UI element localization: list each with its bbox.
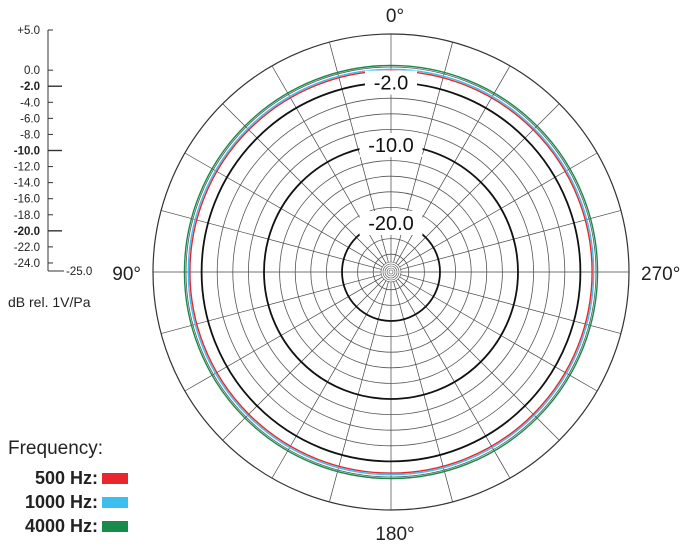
grid-spoke [222, 103, 385, 266]
series-curve-1 [187, 68, 595, 476]
grid-spoke [399, 152, 598, 268]
legend-label: 500 Hz: [34, 467, 98, 488]
grid-spoke [395, 280, 511, 479]
grid-ring [310, 191, 472, 353]
legend-label: 1000 Hz: [24, 491, 98, 512]
grid-center-ring [382, 263, 400, 281]
grid-spoke [184, 276, 383, 392]
angle-label-top: 0° [386, 6, 404, 27]
grid-ring [372, 253, 410, 291]
scale-tick-label: -20.0 [14, 226, 40, 238]
scale-tick-label: -24.0 [14, 258, 40, 270]
grid-spoke [393, 281, 453, 502]
unit-label: dB rel. 1V/Pa [8, 294, 91, 310]
grid-spoke [222, 278, 385, 441]
legend-item-4000hz: 4000 Hz: [8, 514, 128, 538]
grid-ring [247, 128, 535, 416]
grid-spoke [397, 278, 560, 441]
ring-labels: -2.0 -10.0 -20.0 [359, 70, 423, 235]
grid-ring [279, 160, 503, 384]
legend-item-500hz: 500 Hz: [8, 466, 128, 490]
scale-tick-label: -25.0 [66, 266, 92, 278]
grid-spoke [161, 274, 382, 334]
legend-item-1000hz: 1000 Hz: [8, 490, 128, 514]
grid-spoke [271, 280, 387, 479]
grid-ring [232, 113, 550, 431]
ring-label: -10.0 [368, 135, 414, 157]
legend-title: Frequency: [8, 438, 104, 459]
grid-spoke [329, 281, 389, 502]
grid-center-ring [380, 261, 402, 283]
grid-spoke [161, 210, 382, 270]
scale-tick-label: -16.0 [14, 194, 40, 206]
legend-label: 4000 Hz: [24, 515, 98, 536]
ring-label-bg [365, 70, 417, 95]
legend-swatch [102, 472, 128, 484]
grid-spoke [397, 103, 560, 266]
polar-grid [152, 33, 630, 511]
scale-tick-label: -4.0 [20, 97, 40, 109]
grid-center-ring [388, 269, 394, 275]
ring-label-bg [359, 133, 423, 157]
scale-tick-label: -8.0 [20, 129, 40, 141]
grid-spoke [184, 152, 383, 268]
grid-ring [216, 97, 566, 447]
grid-spoke [400, 274, 621, 334]
grid-spoke [400, 210, 621, 270]
legend-swatch [102, 496, 128, 508]
scale-tick-label: -12.0 [14, 162, 40, 174]
scale-tick-label: +5.0 [17, 25, 40, 37]
legend: Frequency: 500 Hz: 1000 Hz: 4000 Hz: [8, 438, 128, 538]
angle-label-left: 90° [112, 264, 141, 285]
angle-label-right: 270° [641, 264, 680, 285]
ring-label: -20.0 [368, 213, 414, 235]
db-scale: +5.0 0.0 -2.0 -4.0 -6.0 -8.0 -10.0 -12.0 -14.0 -1… [14, 25, 92, 278]
scale-tick-label: -6.0 [20, 113, 40, 125]
series-curve-2 [183, 64, 599, 480]
scale-tick-label: 0.0 [24, 65, 40, 77]
scale-tick-label: -14.0 [14, 178, 40, 190]
grid-ring [294, 175, 488, 369]
scale-tick-label: -18.0 [14, 210, 40, 222]
grid-ring [185, 66, 597, 478]
ring-label-bg [359, 211, 423, 235]
scale-tick-label: -2.0 [20, 81, 40, 93]
legend-swatch [102, 520, 128, 532]
grid-spoke [399, 276, 598, 392]
ring-label: -2.0 [374, 73, 408, 95]
scale-tick-label: -10.0 [14, 146, 40, 158]
grid-ring [325, 206, 456, 337]
grid-center-ring [384, 265, 398, 279]
scale-tick-label: -22.0 [14, 242, 40, 254]
grid-ring [357, 238, 425, 306]
grid-center-ring [386, 267, 396, 277]
angle-label-bottom: 180° [375, 524, 414, 545]
